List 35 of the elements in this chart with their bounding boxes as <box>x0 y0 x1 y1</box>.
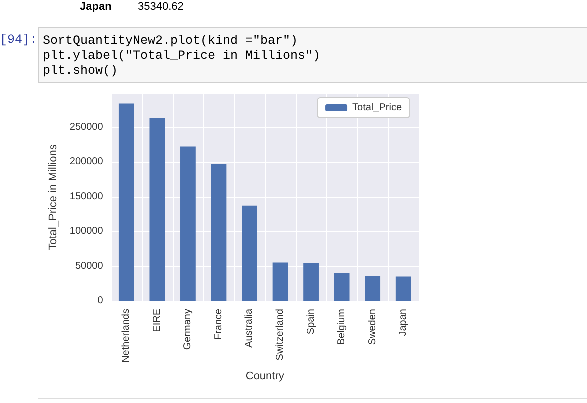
bar <box>272 262 288 301</box>
legend-label: Total_Price <box>352 102 402 114</box>
text: plt.show() <box>43 64 120 79</box>
y-tick-label: 0 <box>98 296 104 306</box>
bar <box>150 118 166 301</box>
x-tick-label: Sweden <box>367 309 378 346</box>
y-tick-label: 250000 <box>70 122 104 133</box>
text: Japan <box>80 1 112 13</box>
y-tick-label: 200000 <box>70 156 104 168</box>
text: plt.ylabel("Total_Price in Millions") <box>43 49 322 64</box>
bar <box>180 146 196 301</box>
x-tick-label: Japan <box>398 309 410 336</box>
bar <box>118 104 134 301</box>
bar <box>304 263 319 301</box>
bar <box>334 273 350 301</box>
y-tick-label: 150000 <box>70 191 104 202</box>
text: SortQuantityNew2.plot(kind ="bar") <box>43 34 300 49</box>
y-tick-label: 100000 <box>70 226 104 238</box>
bar <box>396 276 412 301</box>
bar <box>365 276 381 301</box>
x-tick-label: Belgium <box>336 309 348 346</box>
x-tick-label: Switzerland <box>275 309 286 361</box>
y-tick-label: 50000 <box>75 260 104 272</box>
text: 35340.62 <box>138 1 184 13</box>
x-tick-label: Germany <box>182 309 194 350</box>
y-axis-title: Total_Price in Millions <box>48 144 60 250</box>
x-tick-label: EIRE <box>152 308 163 332</box>
x-tick-label: Australia <box>244 308 256 348</box>
bar <box>242 206 258 301</box>
x-tick-label: Netherlands <box>121 309 132 363</box>
text: [94]: <box>0 33 38 47</box>
x-tick-label: France <box>213 308 224 340</box>
x-axis-title: Country <box>246 370 285 382</box>
x-tick-label: Spain <box>306 309 317 335</box>
bar <box>211 164 227 301</box>
